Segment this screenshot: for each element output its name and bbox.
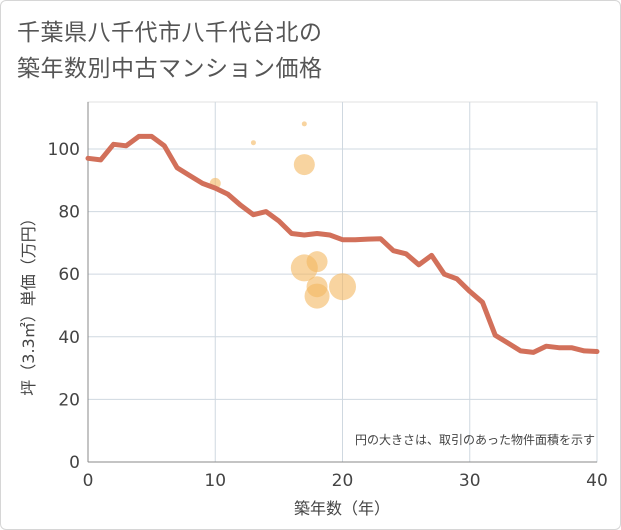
bubble-8 [329,273,356,301]
y-tick-label-1: 20 [58,390,80,410]
y-tick-label-4: 80 [58,203,80,223]
bubble-3 [293,154,315,176]
chart-title: 千葉県八千代市八千代台北の 築年数別中古マンション価格 [17,15,323,87]
bubble-2 [301,121,307,127]
bubble-1 [250,140,256,146]
bubble-7 [304,283,330,309]
x-axis-label: 築年数（年） [294,499,390,518]
x-tick-labels: 0 10 20 30 40 [83,471,608,491]
bubble-layer [209,121,356,309]
chart-note: 円の大きさは、取引のあった物件面積を示す [355,432,595,447]
x-tick-label-0: 0 [83,471,94,491]
y-tick-label-5: 100 [48,140,80,160]
price-line-0 [85,133,600,355]
chart-title-line-1: 千葉県八千代市八千代台北の [17,20,323,46]
y-axis-label: 坪（3.3㎡）単価（万円） [19,210,38,395]
y-tick-labels: 0 20 40 60 80 100 [48,140,80,473]
x-tick-label-1: 10 [204,471,226,491]
x-tick-label-3: 30 [459,471,481,491]
x-tick-label-2: 20 [332,471,354,491]
y-tick-label-3: 60 [58,265,80,285]
bubble-5 [306,251,328,273]
y-tick-label-2: 40 [58,328,80,348]
y-tick-label-0: 0 [69,453,80,473]
x-tick-label-4: 40 [586,471,608,491]
line-layer [85,133,600,355]
chart-title-line-2: 築年数別中古マンション価格 [17,56,323,82]
